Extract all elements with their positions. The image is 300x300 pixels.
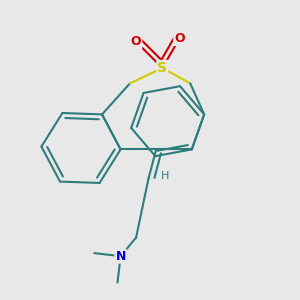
Text: S: S bbox=[158, 61, 167, 75]
Text: N: N bbox=[116, 250, 126, 263]
Text: H: H bbox=[161, 171, 170, 181]
Text: O: O bbox=[174, 32, 185, 45]
Text: O: O bbox=[131, 35, 141, 48]
